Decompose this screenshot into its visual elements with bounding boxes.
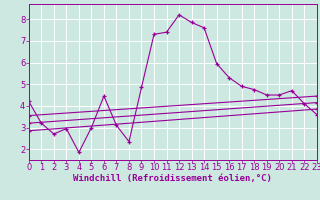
X-axis label: Windchill (Refroidissement éolien,°C): Windchill (Refroidissement éolien,°C): [73, 174, 272, 183]
